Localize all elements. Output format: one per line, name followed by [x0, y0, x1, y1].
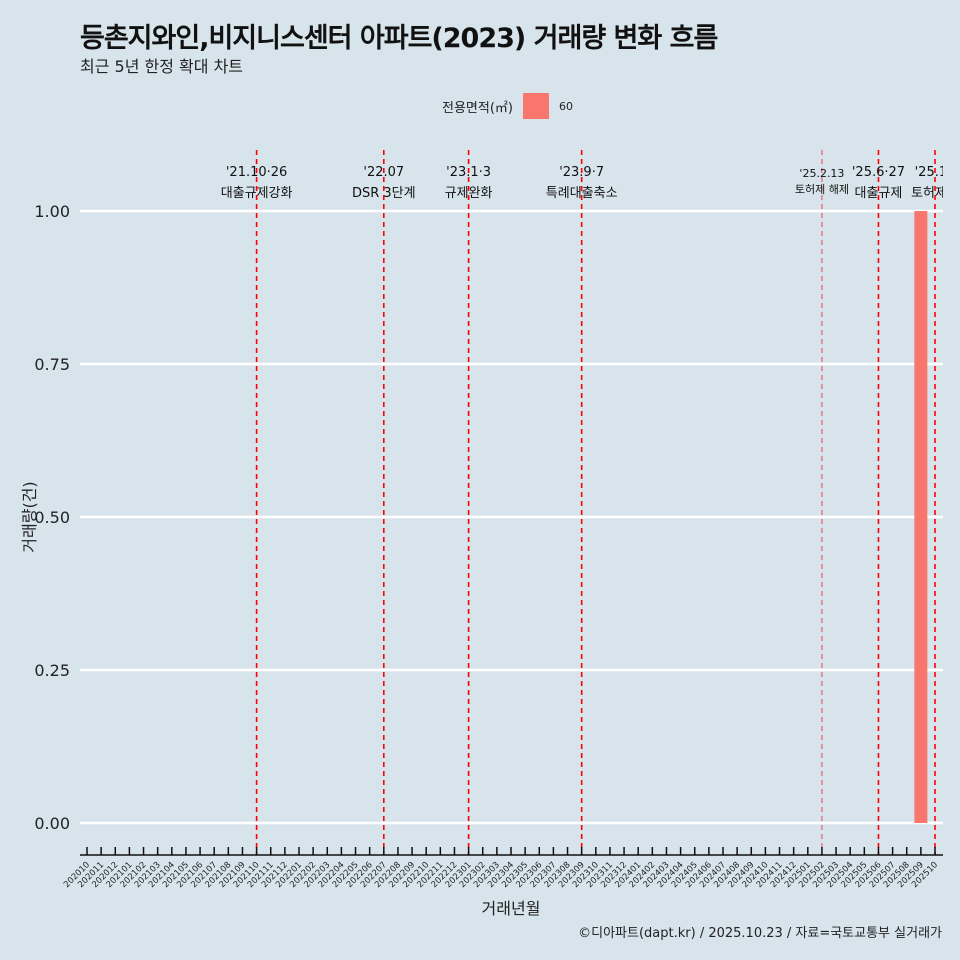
event-date: '23.1·3 — [446, 165, 491, 180]
x-axis-title: 거래년월 — [482, 899, 541, 918]
legend: 전용면적(㎡) 60 — [442, 93, 573, 119]
y-tick-label: 0.00 — [34, 814, 70, 833]
event-label: 대출규제강화 — [221, 186, 293, 201]
event-label: DSR 3단계 — [352, 186, 416, 201]
event-date: '23.9·7 — [559, 165, 604, 180]
chart-title: 등촌지와인,비지니스센터 아파트(2023) 거래량 변화 흐름 — [80, 23, 718, 54]
bar — [914, 211, 928, 823]
event-label: 대출규제 — [855, 186, 903, 201]
y-tick-label: 0.75 — [34, 355, 70, 374]
legend-title: 전용면적(㎡) — [442, 100, 513, 116]
y-axis-title: 거래량(건) — [20, 481, 39, 552]
event-label: 특례대출축소 — [546, 186, 618, 201]
chart-subtitle: 최근 5년 한정 확대 차트 — [80, 57, 244, 76]
event-date: '25.2.13 — [799, 167, 844, 180]
y-tick-label: 0.50 — [34, 508, 70, 527]
caption: ©디아파트(dapt.kr) / 2025.10.23 / 자료=국토교통부 실… — [578, 926, 942, 941]
event-date: '25.6·27 — [852, 165, 905, 180]
y-tick-label: 1.00 — [34, 202, 70, 221]
legend-entry: 60 — [558, 99, 573, 113]
event-label: 규제완화 — [445, 186, 493, 201]
event-label: 토허제재 — [911, 186, 959, 201]
y-tick-label: 0.25 — [34, 661, 70, 680]
event-date: '22.07 — [363, 165, 404, 180]
event-date: '21.10·26 — [226, 165, 287, 180]
event-label: 토허제 해제 — [795, 182, 849, 196]
event-date: '25.10 — [915, 165, 956, 180]
legend-swatch — [522, 93, 549, 119]
